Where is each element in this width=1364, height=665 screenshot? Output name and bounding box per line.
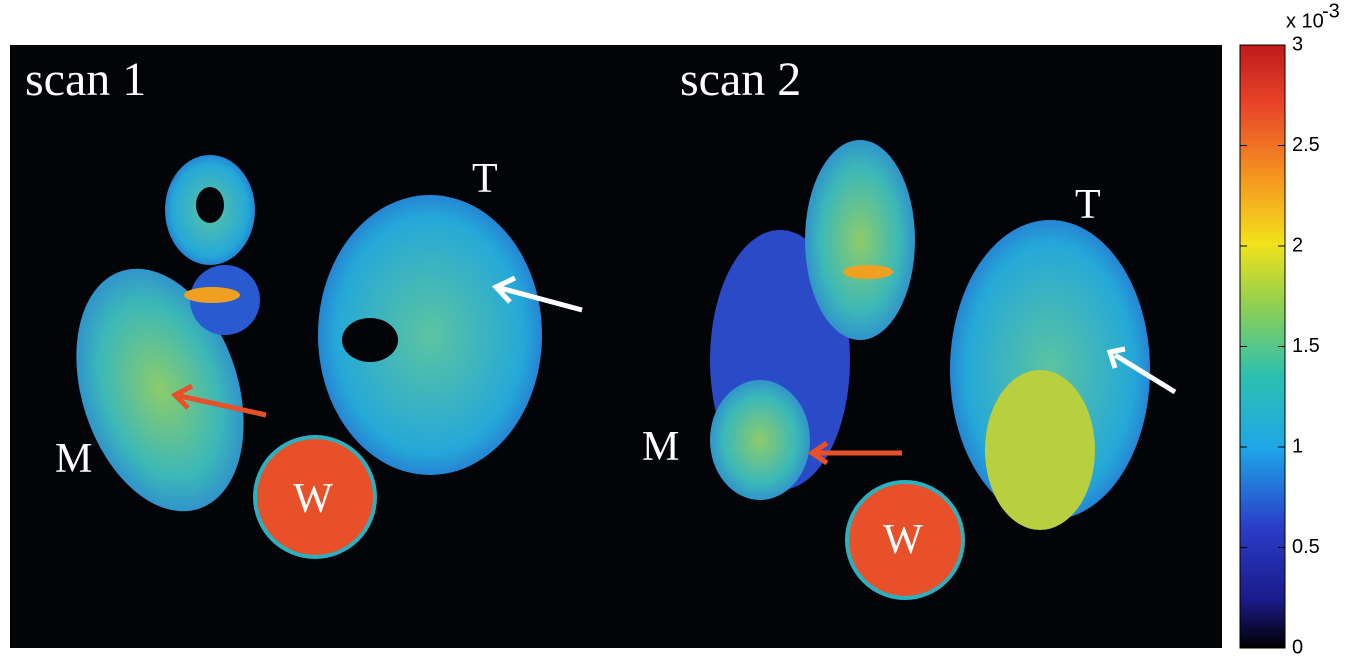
- tick-label: 1.5: [1292, 335, 1320, 357]
- tick-label: 0: [1292, 636, 1303, 658]
- region-label: T: [1075, 182, 1101, 228]
- region-label: M: [642, 424, 679, 470]
- region-label: W: [293, 476, 333, 522]
- tick-label: 2: [1292, 234, 1303, 256]
- region-label: W: [883, 517, 923, 563]
- colorbar-multiplier: x 10: [1286, 10, 1324, 32]
- tick-label: 0.5: [1292, 536, 1320, 558]
- tick-label: 2.5: [1292, 134, 1320, 156]
- region-label: T: [472, 156, 498, 202]
- colorbar-exponent: -3: [1322, 0, 1340, 22]
- figure: scan 1 T M W scan 2 T M W x 10 -3 0 0.5 1 1…: [0, 0, 1364, 660]
- panel-title: scan 1: [25, 53, 146, 106]
- tick-label: 3: [1292, 33, 1303, 55]
- panel-title: scan 2: [680, 53, 801, 106]
- region-label: M: [55, 436, 92, 482]
- tick-label: 1: [1292, 435, 1303, 457]
